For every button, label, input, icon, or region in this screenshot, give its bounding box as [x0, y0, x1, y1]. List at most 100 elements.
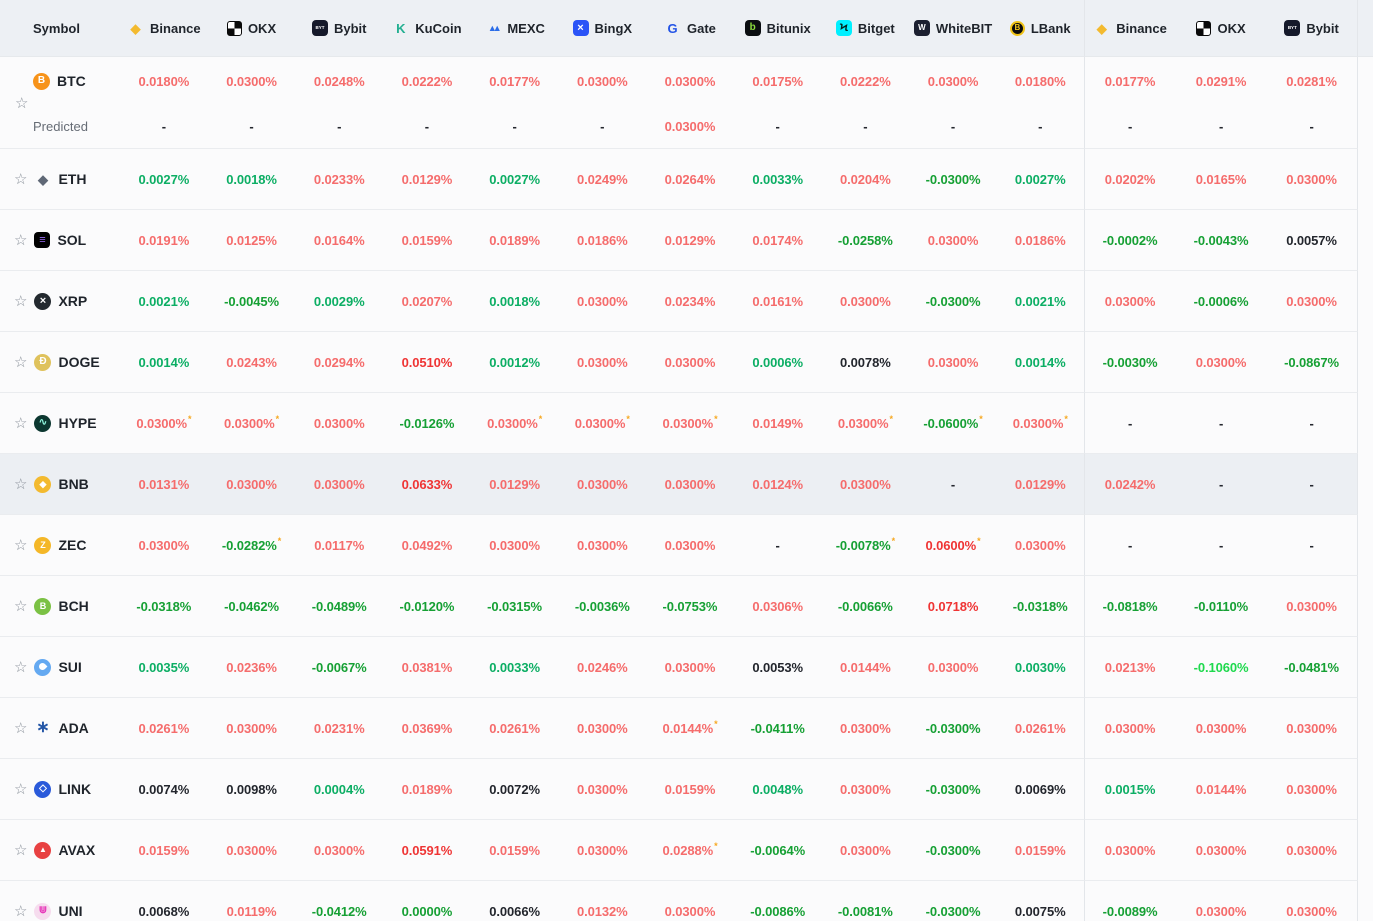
funding-rate-cell[interactable]: 0.0261%: [470, 698, 559, 759]
funding-rate-cell[interactable]: 0.0300%: [207, 820, 296, 881]
funding-rate-cell[interactable]: 0.0264%: [646, 149, 734, 210]
funding-rate-cell[interactable]: 0.0300% *: [646, 393, 734, 454]
funding-rate-cell[interactable]: 0.0300%: [909, 210, 997, 271]
funding-rate-cell[interactable]: 0.0300%: [646, 332, 734, 393]
funding-rate-cell[interactable]: 0.0159%: [120, 820, 208, 881]
funding-rate-cell[interactable]: 0.0300%: [1176, 881, 1267, 921]
funding-rate-cell[interactable]: 0.0231%: [295, 698, 384, 759]
funding-rate-cell[interactable]: 0.0300%: [821, 759, 910, 820]
funding-rate-cell[interactable]: 0.0213%: [1084, 637, 1176, 698]
favorite-star-icon[interactable]: ☆: [14, 414, 28, 432]
funding-rate-cell[interactable]: -0.0089%: [1085, 881, 1176, 921]
funding-rate-cell[interactable]: 0.0029%: [295, 271, 384, 332]
funding-rate-cell[interactable]: -0.0078% *: [821, 515, 910, 576]
funding-rate-cell[interactable]: -0.0818%: [1084, 576, 1176, 637]
exchange-header-bitget-9[interactable]: Ϟ Bitget: [821, 0, 910, 57]
funding-rate-cell[interactable]: -: [733, 515, 822, 576]
exchange-header-mexc-5[interactable]: ▲▲ MEXC: [470, 0, 559, 57]
funding-rate-cell[interactable]: -0.0489%: [295, 576, 384, 637]
funding-rate-cell[interactable]: 0.0180%: [997, 57, 1085, 105]
funding-rate-cell[interactable]: 0.0591%: [383, 820, 471, 881]
funding-rate-cell[interactable]: -0.0282% *: [207, 515, 296, 576]
funding-rate-cell[interactable]: 0.0300%: [909, 332, 997, 393]
funding-rate-cell[interactable]: 0.0006%: [733, 332, 822, 393]
funding-rate-cell[interactable]: -0.0086%: [734, 881, 822, 921]
funding-rate-cell[interactable]: 0.0510%: [383, 332, 471, 393]
funding-rate-cell[interactable]: 0.0718%: [909, 576, 997, 637]
funding-rate-cell[interactable]: 0.0132%: [558, 881, 646, 921]
funding-rate-cell[interactable]: 0.0129%: [383, 149, 471, 210]
funding-rate-cell[interactable]: -: [470, 105, 559, 149]
exchange-header-lbank-11[interactable]: B LBank: [996, 0, 1085, 57]
funding-rate-cell[interactable]: 0.0300%: [558, 332, 647, 393]
favorite-star-icon[interactable]: ☆: [14, 841, 28, 859]
funding-rate-cell[interactable]: 0.0300%: [646, 637, 734, 698]
funding-rate-cell[interactable]: 0.0300%: [1266, 759, 1358, 820]
funding-rate-cell[interactable]: -0.0126%: [383, 393, 471, 454]
funding-rate-cell[interactable]: 0.0300%: [558, 271, 647, 332]
funding-rate-cell[interactable]: 0.0300%: [909, 637, 997, 698]
funding-rate-cell[interactable]: -: [120, 105, 208, 149]
funding-rate-cell[interactable]: 0.0177%: [471, 57, 559, 105]
funding-rate-cell[interactable]: -: [1175, 454, 1267, 515]
funding-rate-cell[interactable]: 0.0300%: [1266, 698, 1358, 759]
funding-rate-cell[interactable]: 0.0300% *: [120, 393, 208, 454]
funding-rate-cell[interactable]: 0.0300%: [295, 393, 384, 454]
funding-rate-cell[interactable]: 0.0300%: [821, 698, 910, 759]
exchange-header-kucoin-4[interactable]: K KuCoin: [383, 0, 471, 57]
funding-rate-cell[interactable]: 0.0300% *: [821, 393, 910, 454]
funding-rate-cell[interactable]: 0.0243%: [207, 332, 296, 393]
funding-rate-cell[interactable]: -0.0411%: [733, 698, 822, 759]
funding-rate-cell[interactable]: 0.0189%: [470, 210, 559, 271]
funding-rate-cell[interactable]: -0.0300%: [909, 149, 997, 210]
favorite-star-icon[interactable]: ☆: [14, 536, 28, 554]
funding-rate-cell[interactable]: 0.0159%: [470, 820, 559, 881]
funding-rate-cell[interactable]: 0.0300% *: [558, 393, 647, 454]
funding-rate-cell[interactable]: -: [1084, 393, 1176, 454]
exchange-header-bybit-3[interactable]: BYT Bybit: [295, 0, 384, 57]
funding-rate-cell[interactable]: 0.0191%: [120, 210, 208, 271]
funding-rate-cell[interactable]: -: [1175, 105, 1267, 149]
funding-rate-cell[interactable]: -0.0318%: [996, 576, 1085, 637]
funding-rate-cell[interactable]: 0.0131%: [120, 454, 208, 515]
funding-rate-cell[interactable]: 0.0018%: [207, 149, 296, 210]
funding-rate-cell[interactable]: 0.0021%: [996, 271, 1085, 332]
funding-rate-cell[interactable]: 0.0300%: [207, 698, 296, 759]
favorite-star-icon[interactable]: ☆: [14, 292, 28, 310]
funding-rate-cell[interactable]: 0.0300%: [646, 57, 734, 105]
funding-rate-cell[interactable]: 0.0236%: [207, 637, 296, 698]
funding-rate-cell[interactable]: -0.0043%: [1175, 210, 1267, 271]
funding-rate-cell[interactable]: 0.0300%: [1266, 576, 1358, 637]
funding-rate-cell[interactable]: 0.0300%: [821, 820, 910, 881]
funding-rate-cell[interactable]: 0.0234%: [646, 271, 734, 332]
funding-rate-cell[interactable]: -: [1266, 105, 1358, 149]
funding-rate-cell[interactable]: 0.0381%: [383, 637, 471, 698]
funding-rate-cell[interactable]: 0.0300%: [295, 454, 384, 515]
funding-rate-cell[interactable]: -0.0045%: [207, 271, 296, 332]
funding-rate-cell[interactable]: 0.0117%: [295, 515, 384, 576]
funding-rate-cell[interactable]: -0.0867%: [1266, 332, 1358, 393]
funding-rate-cell[interactable]: 0.0033%: [470, 637, 559, 698]
favorite-star-icon[interactable]: ☆: [14, 719, 28, 737]
funding-rate-cell[interactable]: 0.0129%: [470, 454, 559, 515]
funding-rate-cell[interactable]: -0.0030%: [1084, 332, 1176, 393]
funding-rate-cell[interactable]: 0.0174%: [733, 210, 822, 271]
exchange-header-binance-12[interactable]: ◆ Binance: [1084, 0, 1176, 57]
funding-rate-cell[interactable]: 0.0119%: [208, 881, 296, 921]
funding-rate-cell[interactable]: 0.0300%: [558, 57, 646, 105]
funding-rate-cell[interactable]: -0.0036%: [558, 576, 647, 637]
exchange-header-okx-13[interactable]: OKX: [1175, 0, 1267, 57]
funding-rate-cell[interactable]: 0.0261%: [120, 698, 208, 759]
exchange-header-okx-2[interactable]: OKX: [207, 0, 296, 57]
funding-rate-cell[interactable]: -0.0300%: [909, 759, 997, 820]
funding-rate-cell[interactable]: 0.0300%: [207, 454, 296, 515]
funding-rate-cell[interactable]: 0.0159%: [383, 210, 471, 271]
favorite-star-icon[interactable]: ☆: [14, 353, 28, 371]
funding-rate-cell[interactable]: -: [207, 105, 296, 149]
funding-rate-cell[interactable]: -0.0064%: [733, 820, 822, 881]
funding-rate-cell[interactable]: 0.0300%: [558, 759, 647, 820]
funding-rate-cell[interactable]: 0.0057%: [1266, 210, 1358, 271]
funding-rate-cell[interactable]: 0.0288% *: [646, 820, 734, 881]
funding-rate-cell[interactable]: 0.0300%: [1175, 820, 1267, 881]
funding-rate-cell[interactable]: -: [733, 105, 822, 149]
